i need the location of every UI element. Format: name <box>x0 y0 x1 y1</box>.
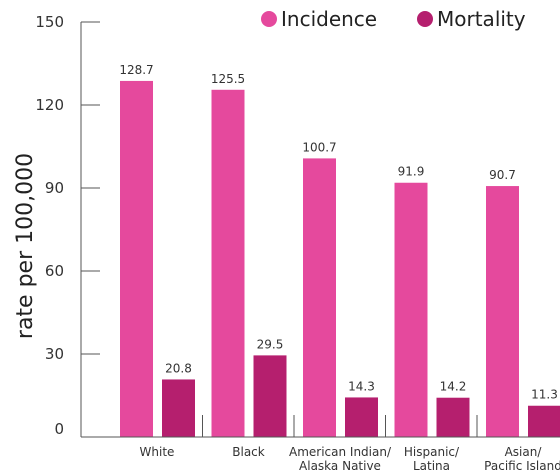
legend-marker-mortality <box>417 11 433 27</box>
data-label: 14.3 <box>348 379 375 393</box>
x-category-label: Latina <box>413 459 450 473</box>
legend-label-mortality: Mortality <box>437 7 526 31</box>
legend-label-incidence: Incidence <box>281 7 377 31</box>
x-category-label: Black <box>232 445 265 459</box>
x-category-label: Pacific Island <box>484 459 560 473</box>
x-axis: White Black American Indian/Alaska Native H… <box>81 415 560 473</box>
x-category-label: Alaska Native <box>299 459 381 473</box>
bar-mortality <box>253 355 287 437</box>
y-axis: 0 30 60 90 120 150 <box>35 13 100 438</box>
data-label: 11.3 <box>531 388 558 402</box>
y-tick-label: 90 <box>45 179 64 197</box>
bar-incidence <box>211 89 245 438</box>
data-label: 100.7 <box>302 140 336 154</box>
y-tick-label: 30 <box>45 345 64 363</box>
y-tick-label: 150 <box>35 13 64 31</box>
y-axis-label: rate per 100,000 <box>13 153 38 339</box>
bar-incidence <box>303 158 336 437</box>
y-tick-label: 120 <box>35 96 64 114</box>
bar-incidence <box>486 186 519 437</box>
data-label: 90.7 <box>489 168 516 182</box>
bar-incidence <box>120 80 153 438</box>
bars: 128.7 20.8 125.5 29.5 100.7 14.3 91.9 14.2 90.7 1… <box>119 63 560 438</box>
bar-mortality <box>345 397 378 437</box>
x-category-label: Asian/ <box>505 445 543 459</box>
data-label: 29.5 <box>257 337 284 351</box>
x-category-label: American Indian/ <box>289 445 392 459</box>
x-category-label: Hispanic/ <box>404 445 460 459</box>
legend: Incidence Mortality <box>261 7 526 31</box>
legend-marker-incidence <box>261 11 277 27</box>
bar-mortality <box>162 379 195 437</box>
bar-mortality <box>528 405 560 437</box>
y-tick-label: 0 <box>54 420 64 438</box>
data-label: 14.2 <box>440 380 467 394</box>
data-label: 91.9 <box>398 165 425 179</box>
y-tick-label: 60 <box>45 262 64 280</box>
data-label: 128.7 <box>119 63 153 77</box>
bar-mortality <box>436 397 470 437</box>
x-category-label: White <box>140 445 175 459</box>
data-label: 20.8 <box>165 361 192 375</box>
data-label: 125.5 <box>211 72 245 86</box>
bar-incidence <box>394 182 428 437</box>
